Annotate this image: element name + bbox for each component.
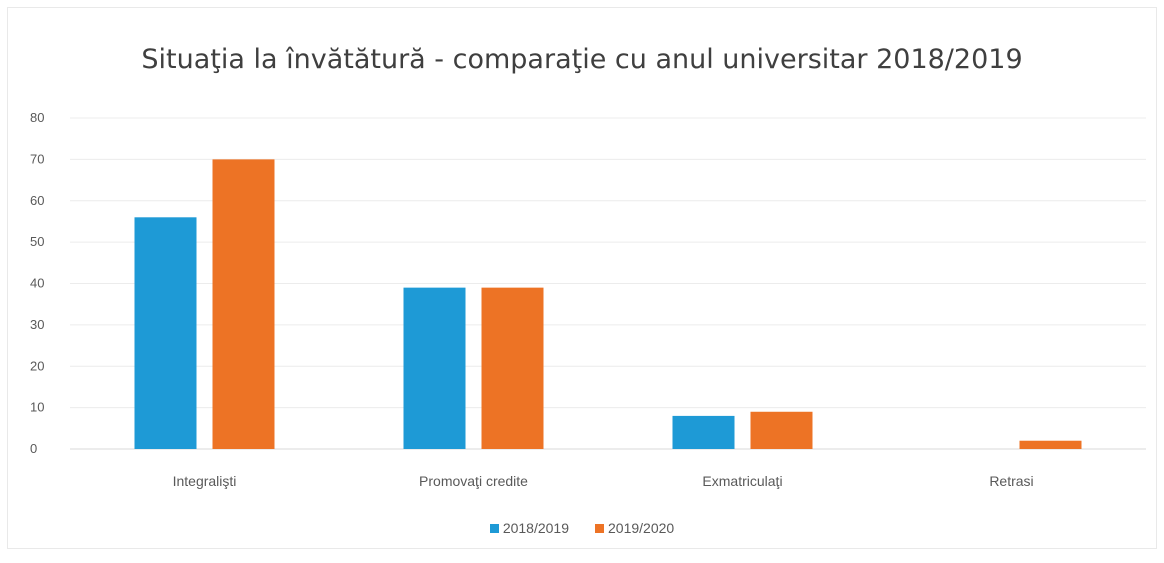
category-label: Promovaţi credite xyxy=(419,473,528,489)
y-tick-label: 0 xyxy=(30,441,37,456)
y-tick-label: 10 xyxy=(30,400,44,415)
y-tick-label: 20 xyxy=(30,358,44,373)
bar-2018-2019-0 xyxy=(134,217,197,449)
y-tick-label: 80 xyxy=(30,110,44,125)
bar-2019-2020-3 xyxy=(1019,440,1082,449)
y-tick-label: 30 xyxy=(30,317,44,332)
legend-swatch xyxy=(489,523,499,533)
category-label: Exmatriculaţi xyxy=(702,473,782,489)
legend: 2018/2019 2019/2020 xyxy=(8,520,1156,536)
category-label: Integralişti xyxy=(173,473,237,489)
legend-item: 2018/2019 xyxy=(489,520,569,536)
bars xyxy=(134,159,1082,449)
legend-swatch xyxy=(595,523,604,533)
bar-2019-2020-0 xyxy=(212,159,275,449)
bar-2018-2019-1 xyxy=(403,287,466,449)
legend-label: 2019/2020 xyxy=(608,520,675,536)
y-tick-label: 70 xyxy=(30,151,44,166)
bar-chart: 0 10 20 30 40 50 60 70 80 Integralişti Promovaţi … xyxy=(30,110,1146,489)
chart-frame: Situaţia la învătătură - comparaţie cu a… xyxy=(7,7,1157,549)
y-tick-label: 50 xyxy=(30,234,44,249)
category-labels: Integralişti Promovaţi credite Exmatricula… xyxy=(173,473,1034,489)
y-axis-ticks: 0 10 20 30 40 50 60 70 80 xyxy=(30,110,44,456)
legend-label: 2018/2019 xyxy=(502,520,569,536)
y-tick-label: 60 xyxy=(30,193,44,208)
chart-title: Situaţia la învătătură - comparaţie cu a… xyxy=(141,44,1023,75)
category-label: Retrasi xyxy=(989,473,1033,489)
bar-2018-2019-2 xyxy=(672,415,735,449)
bar-2019-2020-1 xyxy=(481,287,544,449)
y-tick-label: 40 xyxy=(30,276,44,291)
legend-item: 2019/2020 xyxy=(595,520,674,536)
bar-2019-2020-2 xyxy=(750,411,813,449)
